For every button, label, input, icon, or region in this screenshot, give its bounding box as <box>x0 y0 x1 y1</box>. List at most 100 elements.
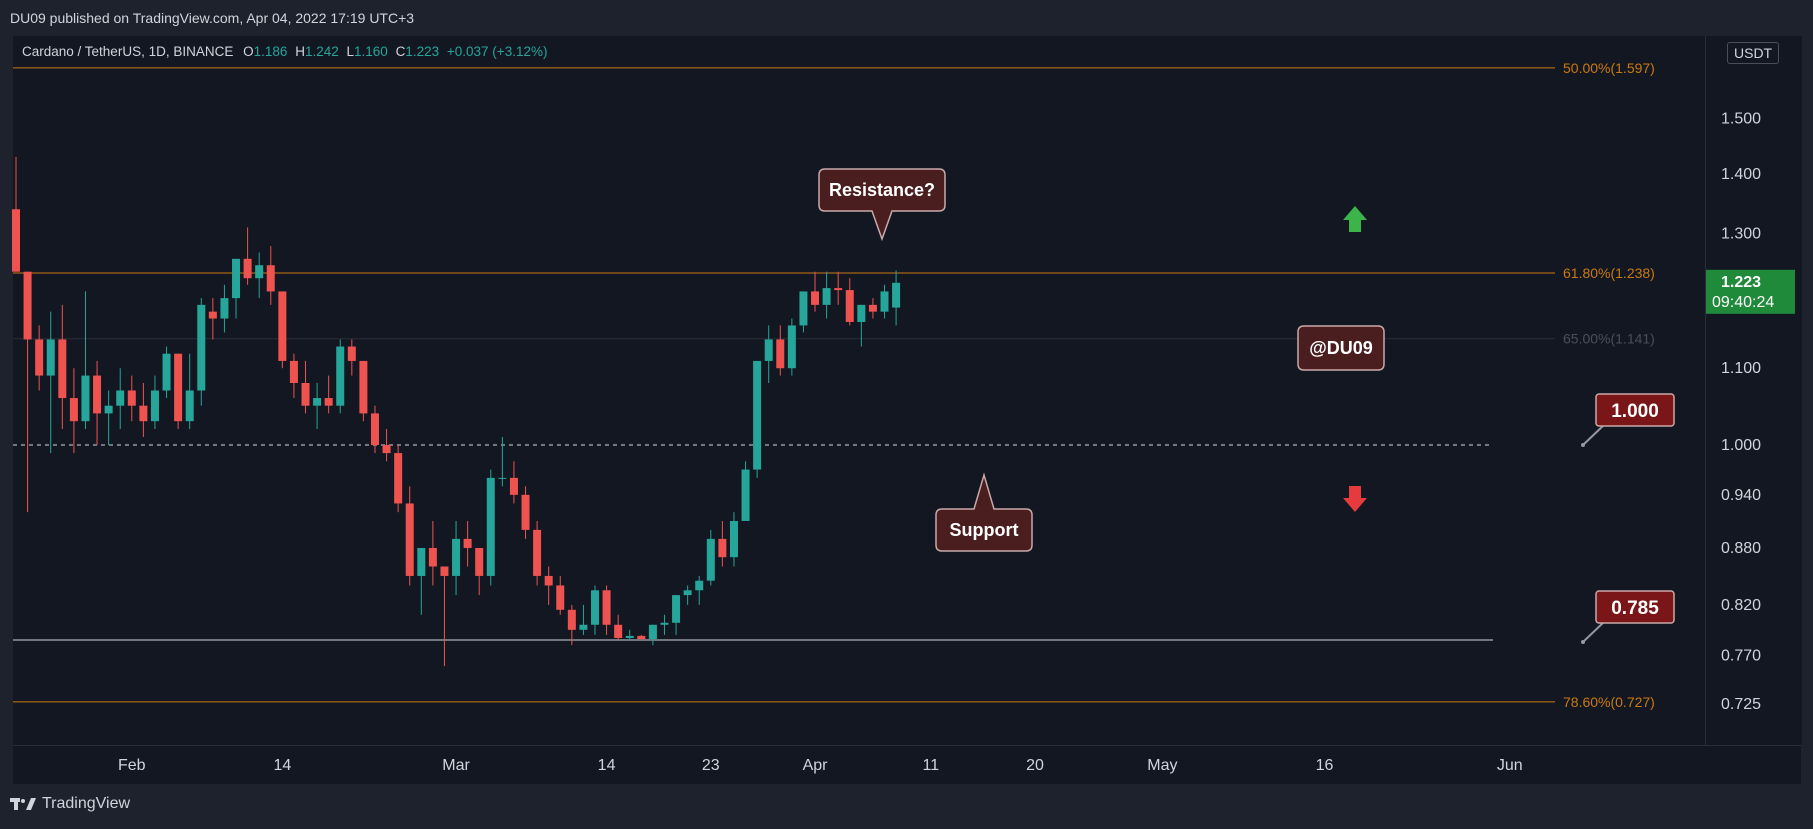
candle-body <box>544 575 553 586</box>
support-callout-bubble <box>935 472 1033 552</box>
candle-body <box>729 520 738 558</box>
x-tick-label: Apr <box>803 757 829 774</box>
candle-body <box>382 445 391 454</box>
level-tag-1000-text: 1.000 <box>1611 401 1659 422</box>
ohlc-c: 1.223 <box>405 44 440 59</box>
candle-body <box>324 398 333 406</box>
candle-body <box>660 622 669 625</box>
candle-body <box>695 580 704 591</box>
x-tick-label: 14 <box>598 757 616 774</box>
candle-body <box>69 398 78 422</box>
candle-body <box>174 353 183 422</box>
footer: TradingView <box>10 795 130 813</box>
candle-body <box>266 265 275 292</box>
candle-body <box>313 398 322 406</box>
x-tick-label: 16 <box>1316 757 1334 774</box>
ohlc-h-label: H <box>295 44 305 59</box>
x-tick-label: May <box>1147 757 1177 774</box>
candle-body <box>811 291 820 305</box>
level-tag-1000-pointer <box>1582 423 1606 446</box>
y-tick-label: 0.770 <box>1721 648 1761 665</box>
candle-body <box>452 538 461 576</box>
candle-body <box>614 624 623 638</box>
y-tick-label: 0.820 <box>1721 597 1761 614</box>
x-tick-label: 23 <box>702 757 720 774</box>
ohlc-change: +0.037 (+3.12%) <box>446 44 548 59</box>
candle-body <box>579 624 588 630</box>
ohlc-l: 1.160 <box>354 44 388 59</box>
candle-body <box>741 469 750 521</box>
candle-body <box>440 566 449 576</box>
candle-body <box>255 265 264 279</box>
y-tick-label: 1.400 <box>1721 166 1761 183</box>
y-tick-label: 0.940 <box>1721 487 1761 504</box>
currency-button[interactable]: USDT <box>1727 42 1780 64</box>
level-tag-1000-box <box>1595 393 1675 427</box>
plot-area[interactable] <box>13 36 1705 745</box>
candle-body <box>498 477 507 479</box>
candle-body <box>197 304 206 391</box>
ohlc-c-label: C <box>395 44 406 59</box>
resistance-callout-bubble <box>818 168 946 242</box>
down-arrow-icon <box>1343 486 1367 512</box>
symbol-info: Cardano / TetherUS, 1D, BINANCE O1.186 H… <box>22 44 547 59</box>
candle-body <box>637 635 646 639</box>
candle-body <box>116 390 125 406</box>
level-tag-0785-dot <box>1581 640 1585 644</box>
candle-body <box>370 413 379 445</box>
candle-body <box>359 360 368 414</box>
candle-body <box>405 503 414 576</box>
ohlc-o: 1.186 <box>253 44 288 59</box>
candle-body <box>648 624 657 639</box>
candle-body <box>23 271 32 340</box>
fib-label: 65.00%(1.141) <box>1563 331 1655 347</box>
fib-label: 78.60%(0.727) <box>1563 694 1655 710</box>
watermark-callout-bubble <box>1297 325 1385 371</box>
candle-body <box>185 390 194 422</box>
candle-body <box>857 304 866 322</box>
fib-label: 50.00%(1.597) <box>1563 60 1655 76</box>
candle-body <box>521 494 530 530</box>
candle-body <box>486 477 495 576</box>
ohlc-h: 1.242 <box>304 44 339 59</box>
candle-body <box>776 339 785 369</box>
candle-body <box>753 360 762 470</box>
y-tick-label: 1.000 <box>1721 437 1761 454</box>
candle-body <box>683 590 692 596</box>
candle-body <box>556 585 565 610</box>
x-tick-label: 20 <box>1026 757 1044 774</box>
price-axis[interactable] <box>1705 36 1802 745</box>
candle-body <box>602 590 611 625</box>
candle-body <box>509 477 518 495</box>
candle-body <box>799 291 808 326</box>
y-tick-label: 0.880 <box>1721 540 1761 557</box>
candle-body <box>243 258 252 279</box>
candle-body <box>208 311 217 319</box>
fib-label: 61.80%(1.238) <box>1563 265 1655 281</box>
candle-body <box>104 405 113 414</box>
y-tick-label: 1.300 <box>1721 226 1761 243</box>
tradingview-logo-icon <box>10 798 36 810</box>
candle-body <box>46 339 55 376</box>
candle-body <box>150 390 159 422</box>
candle-body <box>475 547 484 576</box>
candle-body <box>301 382 310 406</box>
candle-body <box>672 595 681 623</box>
resistance-callout-text: Resistance? <box>829 180 935 200</box>
time-axis[interactable] <box>13 745 1801 784</box>
published-header: DU09 published on TradingView.com, Apr 0… <box>10 10 415 26</box>
x-tick-label: 14 <box>273 757 291 774</box>
candle-body <box>35 339 44 376</box>
candle-body <box>347 346 356 361</box>
candle-body <box>591 590 599 625</box>
level-tag-0785-text: 0.785 <box>1611 598 1659 619</box>
candle-body <box>834 288 843 291</box>
candle-body <box>718 538 727 558</box>
candle-body <box>289 360 298 383</box>
candle-body <box>58 339 67 399</box>
ohlc-l-label: L <box>346 44 355 59</box>
candle-body <box>93 375 102 414</box>
candle-body <box>278 291 287 361</box>
up-arrow-icon <box>1343 206 1367 232</box>
